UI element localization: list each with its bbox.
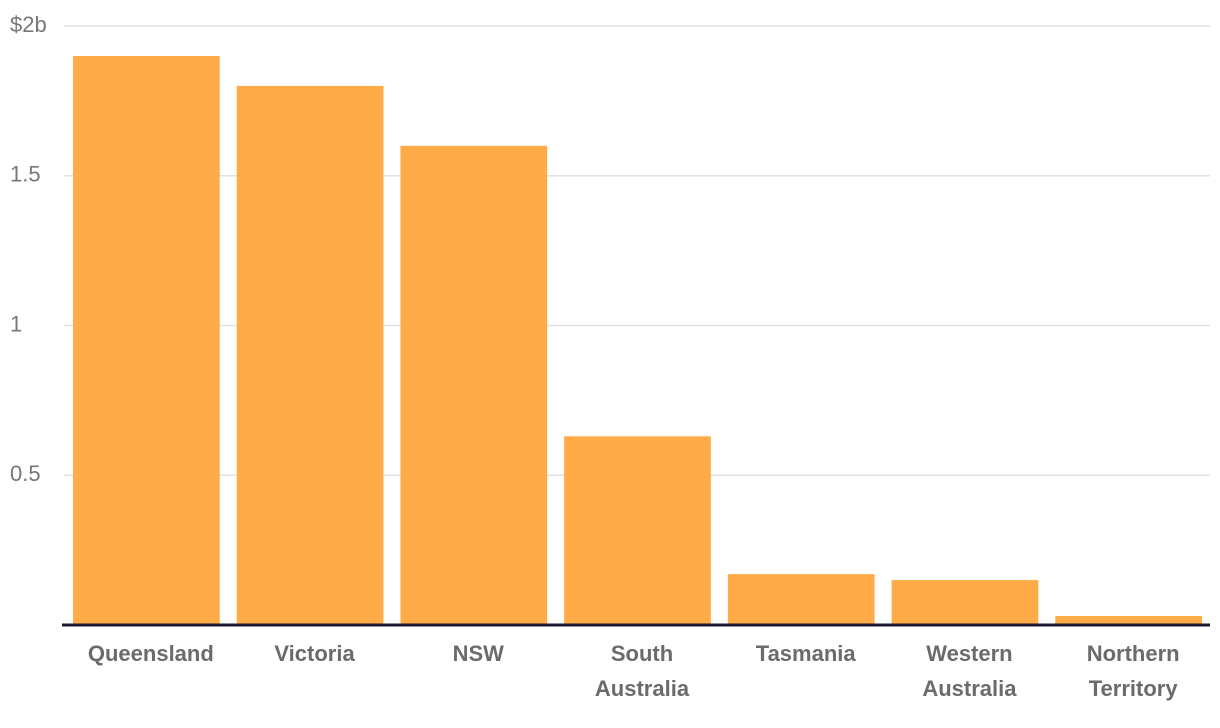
bar <box>891 580 1039 625</box>
bar <box>564 436 711 625</box>
x-tick-label: Western Australia <box>922 641 1017 701</box>
bar <box>400 145 548 626</box>
x-tick-label: Northern Territory <box>1086 641 1180 701</box>
bar <box>236 85 384 625</box>
x-tick-label: South Australia <box>594 641 690 701</box>
bar <box>1055 616 1202 625</box>
bar <box>73 55 220 625</box>
x-tick-label: Tasmania <box>755 641 856 666</box>
bar <box>727 574 875 625</box>
y-tick-label: $2b <box>10 12 47 37</box>
y-tick-label: 1.5 <box>10 162 41 187</box>
x-tick-label: Queensland <box>87 641 214 666</box>
y-tick-label: 1 <box>10 311 22 336</box>
y-tick-label: 0.5 <box>10 461 41 486</box>
x-tick-label: NSW <box>452 641 504 666</box>
x-tick-label: Victoria <box>274 641 355 666</box>
